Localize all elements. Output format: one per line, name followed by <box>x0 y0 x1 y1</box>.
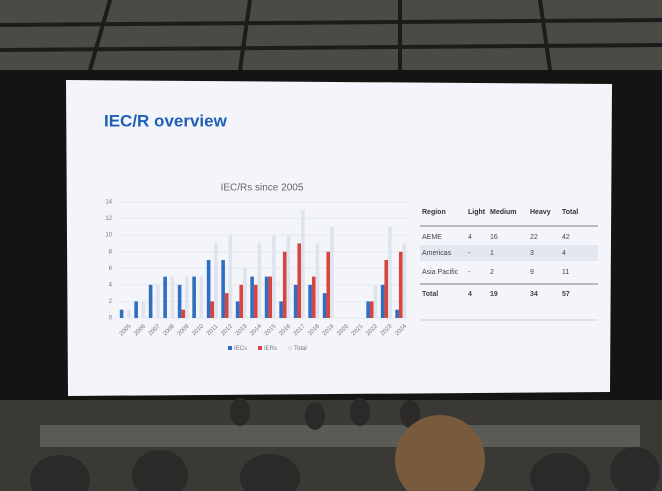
y-tick-label: 14 <box>105 200 112 206</box>
legend-label: Total <box>294 346 307 352</box>
bar <box>185 277 189 318</box>
bar <box>163 277 167 318</box>
slide-title: IEC/R overview <box>104 111 228 130</box>
bar <box>127 310 131 318</box>
table-cell: 22 <box>530 234 538 241</box>
bar <box>142 301 146 318</box>
table-cell: 4 <box>468 234 472 241</box>
bar <box>258 243 262 318</box>
bar <box>294 285 298 318</box>
bar <box>370 301 374 318</box>
table-header: Light <box>468 209 486 216</box>
table-header: Total <box>562 209 578 216</box>
bar <box>330 227 334 318</box>
table-cell: 11 <box>562 269 569 276</box>
table-cell: 3 <box>530 250 534 257</box>
bar <box>287 235 291 318</box>
legend-label: IECs <box>234 346 247 352</box>
bar <box>374 285 378 318</box>
legend-swatch <box>288 346 292 350</box>
table-header: Heavy <box>530 209 551 216</box>
legend-swatch <box>258 346 262 350</box>
table-cell: 4 <box>562 250 566 257</box>
bar <box>221 260 225 318</box>
table-cell: 16 <box>490 234 498 241</box>
bar <box>399 252 403 318</box>
y-tick-label: 12 <box>105 216 112 222</box>
bar <box>297 243 301 318</box>
table-header: Region <box>422 209 446 216</box>
table-cell: Americas <box>422 250 452 257</box>
table-cell: 2 <box>490 269 494 276</box>
bar <box>326 252 330 318</box>
bar <box>388 227 392 318</box>
person <box>350 398 370 426</box>
table-cell: 57 <box>562 291 570 298</box>
bar <box>366 301 370 318</box>
table-cell: Total <box>422 291 438 298</box>
bar <box>120 310 124 318</box>
bar <box>301 210 305 318</box>
bar <box>214 243 218 318</box>
bar <box>134 301 138 318</box>
scene: IEC/R overview IEC/Rs since 2005 0246810… <box>0 0 662 491</box>
table-cell: 42 <box>562 234 570 241</box>
bar <box>171 277 175 318</box>
bar <box>316 243 320 318</box>
bar <box>312 277 316 318</box>
bar <box>181 310 185 318</box>
bar <box>229 235 233 318</box>
table-cell: Asia Pacific <box>422 269 459 276</box>
bar <box>395 310 399 318</box>
bar <box>250 277 254 318</box>
bar <box>254 285 258 318</box>
page: IEC/R overview IEC/Rs since 2005 0246810… <box>0 0 662 491</box>
bar <box>283 252 287 318</box>
bar <box>268 277 272 318</box>
table-cell: 9 <box>530 269 534 276</box>
bar <box>323 293 327 318</box>
bar <box>381 285 385 318</box>
bar <box>403 243 407 318</box>
table-cell: 19 <box>490 291 498 298</box>
y-tick-label: 10 <box>105 233 112 239</box>
table-cell: 4 <box>468 291 472 298</box>
bar <box>200 277 204 318</box>
bar <box>178 285 182 318</box>
bar <box>225 293 229 318</box>
person <box>305 402 325 430</box>
bar <box>384 260 388 318</box>
bar <box>308 285 312 318</box>
chart-title: IEC/Rs since 2005 <box>221 183 304 194</box>
bar <box>210 301 214 318</box>
person <box>230 398 250 426</box>
bar <box>207 260 211 318</box>
table-cell: AEME <box>422 234 442 241</box>
bar <box>279 301 283 318</box>
bar <box>156 285 160 318</box>
table-header: Medium <box>490 209 516 216</box>
legend-swatch <box>228 346 232 350</box>
bar <box>236 301 240 318</box>
desk <box>40 425 640 447</box>
bar <box>149 285 153 318</box>
bar <box>192 277 196 318</box>
bar <box>265 277 269 318</box>
bar <box>239 285 243 318</box>
table-cell: 34 <box>530 291 538 298</box>
table-cell: 1 <box>490 250 494 257</box>
bar <box>243 268 247 318</box>
legend: IECs IERs Total <box>228 346 307 352</box>
legend-label: IERs <box>264 346 277 352</box>
bar <box>272 235 276 318</box>
